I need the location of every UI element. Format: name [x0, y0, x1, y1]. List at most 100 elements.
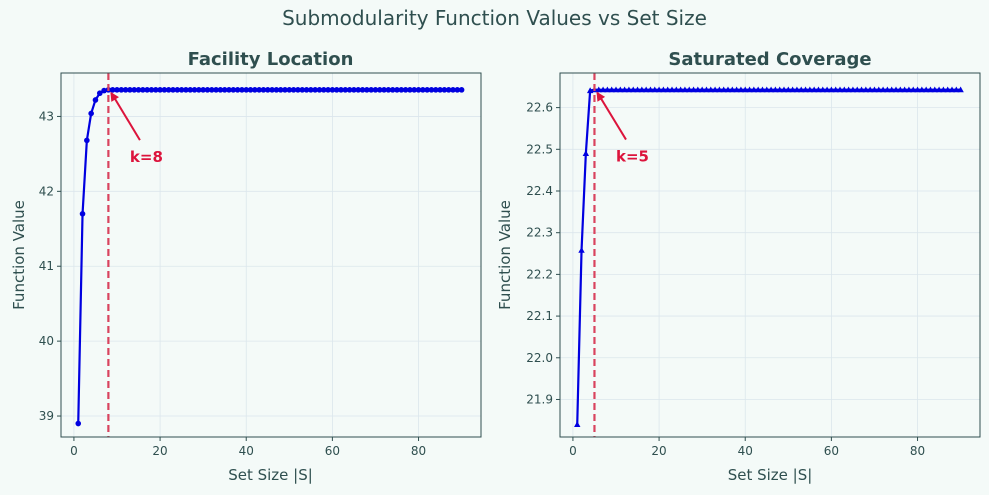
- annotation-label: k=5: [616, 148, 649, 166]
- data-point: [333, 87, 340, 93]
- data-point: [841, 86, 848, 93]
- data-point: [174, 87, 181, 93]
- data-point: [454, 87, 461, 93]
- data-point: [647, 86, 654, 93]
- data-point: [660, 86, 667, 93]
- data-point: [127, 87, 133, 93]
- data-point: [940, 86, 947, 93]
- data-point: [247, 87, 254, 93]
- data-point: [668, 86, 676, 93]
- data-point: [264, 87, 271, 93]
- data-point: [79, 211, 86, 217]
- data-point: [273, 87, 280, 93]
- y-tick-label: 22.3: [526, 226, 553, 240]
- data-point: [92, 97, 99, 103]
- data-point: [884, 86, 891, 93]
- data-point: [789, 86, 796, 93]
- data-point: [612, 86, 620, 93]
- data-point: [338, 87, 344, 93]
- data-point: [737, 86, 745, 93]
- data-point: [342, 87, 349, 93]
- data-point: [282, 87, 288, 93]
- data-point: [957, 86, 964, 93]
- data-point: [763, 86, 770, 93]
- data-point: [604, 86, 611, 93]
- data-point: [897, 86, 904, 93]
- data-point: [879, 86, 887, 93]
- data-point: [376, 87, 383, 93]
- data-point: [165, 87, 172, 93]
- data-point: [655, 86, 663, 93]
- y-tick-label: 41: [39, 259, 54, 273]
- data-point: [918, 86, 926, 93]
- data-point: [703, 86, 710, 93]
- axes-frame: [60, 72, 482, 438]
- data-point: [836, 86, 844, 93]
- data-point: [432, 87, 439, 93]
- data-point: [458, 87, 465, 93]
- y-tick-label: 22.0: [526, 351, 553, 365]
- data-point: [239, 87, 245, 93]
- data-point: [295, 87, 301, 93]
- grid: [560, 73, 980, 437]
- data-point: [901, 86, 908, 93]
- data-point: [608, 86, 615, 93]
- data-point: [711, 86, 719, 93]
- data-point: [673, 86, 680, 93]
- data-point: [905, 86, 913, 93]
- annotation-label: k=8: [130, 148, 163, 166]
- data-point: [681, 86, 689, 93]
- data-point: [84, 137, 90, 144]
- data-point: [621, 86, 628, 93]
- data-point: [806, 86, 814, 93]
- data-point: [767, 86, 775, 93]
- data-point: [686, 86, 693, 93]
- data-point: [810, 86, 818, 93]
- data-point: [140, 87, 146, 93]
- data-point: [862, 86, 870, 93]
- data-point: [364, 87, 370, 93]
- x-tick-label: 80: [411, 444, 426, 458]
- data-point: [866, 86, 874, 93]
- x-tick-label: 60: [824, 444, 839, 458]
- data-point: [118, 87, 125, 93]
- axes-frame: [559, 72, 981, 438]
- data-point: [131, 87, 138, 93]
- data-point: [664, 86, 671, 93]
- data-point: [200, 87, 206, 93]
- data-point: [720, 86, 727, 93]
- data-point: [381, 87, 387, 93]
- data-point: [630, 86, 637, 93]
- y-tick-label: 43: [39, 109, 54, 123]
- x-tick-label: 40: [239, 444, 254, 458]
- data-point: [599, 86, 607, 93]
- data-point: [953, 86, 960, 93]
- data-point: [221, 87, 228, 93]
- data-point: [698, 86, 706, 93]
- panel-saturated-coverage: Saturated Coverage Set Size |S| Function…: [496, 49, 981, 484]
- data-point: [277, 87, 284, 93]
- data-point: [445, 87, 452, 93]
- data-point: [260, 87, 267, 93]
- data-point: [574, 421, 581, 428]
- data-point: [776, 86, 783, 93]
- data-point: [411, 87, 418, 93]
- data-point: [750, 86, 758, 93]
- data-point: [858, 86, 865, 93]
- data-point: [243, 87, 250, 93]
- figure-suptitle: Submodularity Function Values vs Set Siz…: [282, 6, 707, 30]
- data-point: [135, 87, 142, 93]
- data-point: [754, 86, 762, 93]
- y-tick-label: 42: [39, 184, 54, 198]
- panel-facility-location: Facility Location Set Size |S| Function …: [10, 49, 482, 484]
- data-point: [122, 87, 129, 93]
- data-point: [385, 87, 392, 93]
- data-point: [144, 87, 150, 93]
- data-point: [101, 87, 107, 94]
- y-axis-label-saturated-coverage: Function Value: [496, 200, 514, 310]
- data-point: [910, 86, 917, 93]
- data-point: [187, 87, 194, 93]
- data-point: [178, 87, 185, 93]
- data-point: [690, 86, 697, 93]
